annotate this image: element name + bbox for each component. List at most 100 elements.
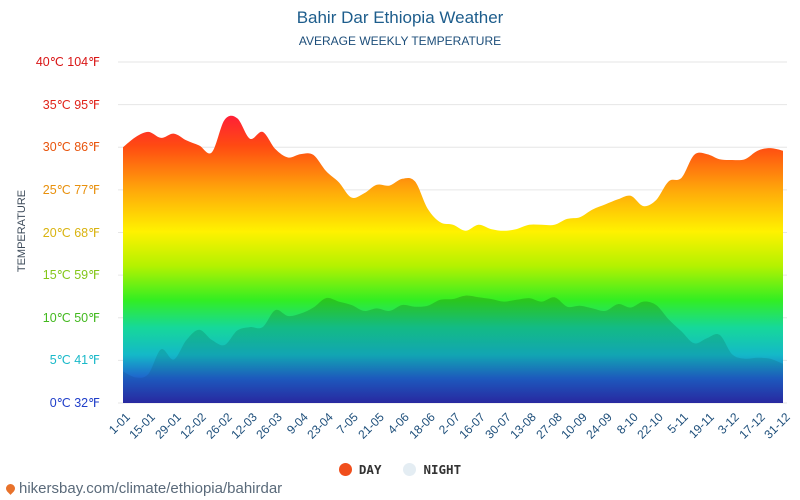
- night-point: [311, 306, 315, 310]
- day-point: [553, 223, 557, 227]
- night-point: [578, 304, 582, 308]
- night-point: [489, 297, 493, 301]
- night-point: [692, 341, 696, 345]
- day-point: [210, 150, 214, 154]
- day-point: [223, 118, 227, 122]
- legend-item-night[interactable]: NIGHT: [403, 462, 461, 477]
- night-point: [324, 296, 328, 300]
- night-point: [223, 343, 227, 347]
- day-point: [705, 152, 709, 156]
- day-point: [730, 158, 734, 162]
- night-point: [400, 303, 404, 307]
- day-point: [616, 197, 620, 201]
- y-tick-label: 15℃ 59℉: [42, 268, 100, 283]
- night-point: [718, 333, 722, 337]
- night-point: [768, 357, 772, 361]
- night-point: [629, 306, 633, 310]
- night-point: [375, 306, 379, 310]
- night-dot-icon: [403, 463, 417, 476]
- day-point: [781, 149, 785, 153]
- day-point: [692, 153, 696, 157]
- day-point: [197, 144, 201, 148]
- day-point: [337, 180, 341, 184]
- y-tick-label: 40℃ 104℉: [35, 55, 100, 69]
- night-point: [540, 300, 544, 304]
- chart-title: Bahir Dar Ethiopia Weather: [296, 8, 504, 27]
- night-point: [603, 309, 607, 313]
- day-point: [159, 136, 163, 140]
- night-point: [299, 312, 303, 316]
- night-point: [248, 325, 252, 329]
- night-point: [451, 297, 455, 301]
- day-dot-icon: [338, 463, 352, 476]
- day-point: [768, 146, 772, 150]
- y-tick-label: 5℃ 41℉: [49, 353, 100, 368]
- day-point: [591, 208, 595, 212]
- day-point: [311, 153, 315, 157]
- day-point: [680, 176, 684, 180]
- night-point: [464, 294, 468, 298]
- day-point: [375, 183, 379, 187]
- day-point: [299, 152, 303, 156]
- day-point: [438, 220, 442, 224]
- day-point: [578, 215, 582, 219]
- night-point: [388, 309, 392, 313]
- night-point: [337, 300, 341, 304]
- y-tick-label: 20℃ 68℉: [42, 225, 100, 240]
- day-point: [134, 135, 138, 139]
- day-point: [743, 157, 747, 161]
- night-point: [667, 318, 671, 322]
- night-point: [565, 305, 569, 309]
- day-point: [146, 130, 150, 134]
- legend: DAY NIGHT: [0, 462, 800, 477]
- night-point: [286, 314, 290, 318]
- night-point: [235, 329, 239, 333]
- night-point: [273, 308, 277, 312]
- day-point: [565, 217, 569, 221]
- day-point: [350, 196, 354, 200]
- night-point: [730, 352, 734, 356]
- y-tick-label: 10℃ 50℉: [42, 310, 100, 325]
- night-point: [261, 325, 265, 329]
- night-point: [705, 336, 709, 340]
- day-point: [286, 156, 290, 160]
- day-point: [451, 223, 455, 227]
- night-point: [616, 302, 620, 306]
- night-point: [591, 306, 595, 310]
- night-point: [515, 298, 519, 302]
- day-point: [603, 202, 607, 206]
- night-point: [350, 303, 354, 307]
- night-point: [185, 338, 189, 342]
- day-point: [667, 179, 671, 183]
- day-point: [172, 132, 176, 136]
- y-axis-label: TEMPERATURE: [16, 189, 28, 273]
- night-point: [680, 329, 684, 333]
- y-tick-label: 0℃ 32℉: [49, 396, 100, 410]
- night-point: [438, 298, 442, 302]
- night-point: [210, 338, 214, 342]
- day-point: [273, 147, 277, 151]
- day-point: [185, 138, 189, 142]
- day-point: [388, 184, 392, 188]
- legend-item-day[interactable]: DAY: [338, 462, 382, 477]
- day-point: [756, 149, 760, 153]
- night-point: [502, 300, 506, 304]
- day-point: [324, 169, 328, 173]
- day-point: [527, 223, 531, 227]
- day-point: [362, 191, 366, 195]
- night-point: [121, 370, 125, 374]
- day-point: [489, 227, 493, 231]
- location-pin-icon: [4, 482, 17, 495]
- legend-label-day: DAY: [358, 462, 382, 477]
- night-point: [527, 296, 531, 300]
- day-point: [400, 177, 404, 181]
- source-link[interactable]: hikersbay.com/climate/ethiopia/bahirdar: [4, 480, 282, 497]
- night-point: [413, 305, 417, 309]
- night-point: [197, 328, 201, 332]
- night-point: [146, 372, 150, 376]
- night-point: [134, 375, 138, 379]
- night-point: [641, 300, 645, 304]
- night-point: [476, 295, 480, 299]
- night-point: [159, 347, 163, 351]
